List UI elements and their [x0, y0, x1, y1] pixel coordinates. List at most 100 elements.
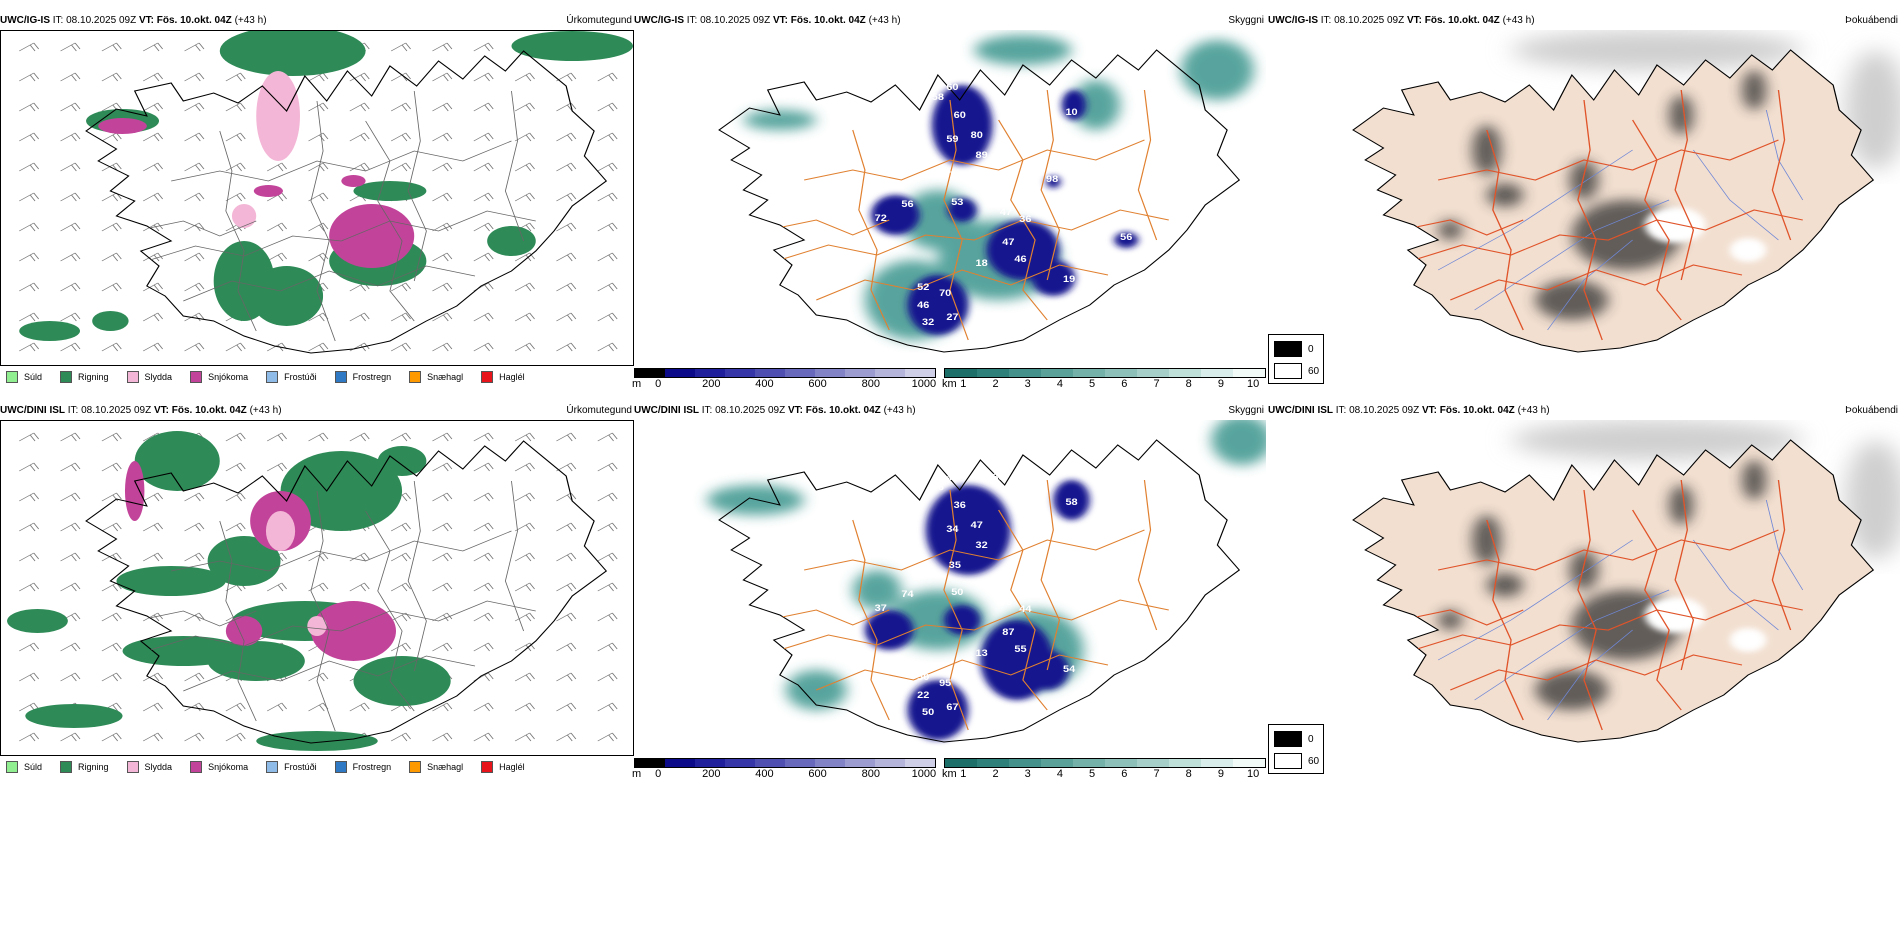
- precip-legend: Súld Rigning Slydda Snjókoma Frostúði Frostre…: [0, 754, 634, 780]
- colorbar-tick: 7: [1153, 768, 1160, 780]
- panel-header: UWC/IG-IS IT: 08.10.2025 09Z VT: Fös. 10…: [634, 12, 1266, 30]
- valid-time: Fös. 10.okt. 04Z: [156, 15, 232, 26]
- coastline: [1352, 439, 1874, 743]
- legend-swatch: [190, 761, 203, 773]
- sea-fog-shading: [1511, 420, 1900, 560]
- low-cloud-area: [864, 480, 1090, 740]
- fog-index-map: [1352, 30, 1900, 353]
- cloud-base-label: 56: [1120, 233, 1133, 243]
- legend-label: Frostúði: [284, 372, 317, 382]
- colorbar-tick: 6: [1121, 768, 1128, 780]
- cloud-base-label: 52: [917, 283, 930, 293]
- fog-index-panel: UWC/DINI ISL IT: 08.10.2025 09Z VT: Fös.…: [1268, 402, 1900, 774]
- visibility_scale-colorbar: km 1 2 3 4 5 6 7 8 9 10: [942, 758, 1266, 782]
- legend-item: Haglél: [481, 371, 525, 383]
- fog-legend-swatch: [1274, 341, 1302, 357]
- colorbar-swatch: [1073, 369, 1105, 377]
- colorbar-swatch: [695, 369, 725, 377]
- init-time-label: IT:: [686, 15, 698, 26]
- colorbar-tick: 1000: [911, 768, 937, 780]
- fog-legend-label: 60: [1308, 755, 1320, 767]
- cloud-base-label: 50: [917, 673, 930, 683]
- colorbar-swatch: [1201, 759, 1233, 767]
- legend-label: Snjókoma: [208, 762, 249, 772]
- init-time-label: IT:: [67, 405, 79, 416]
- colorbar-unit: km: [942, 768, 957, 780]
- glacier-area: [1644, 597, 1767, 652]
- colorbar-unit: km: [942, 378, 957, 390]
- colorbar-swatch: [1009, 759, 1041, 767]
- legend-item: Slydda: [126, 371, 173, 383]
- lead-time: (+43 h): [249, 405, 282, 416]
- init-time: 08.10.2025 09Z: [66, 15, 137, 26]
- road-network: [134, 90, 536, 342]
- lead-time: (+43 h): [868, 15, 901, 26]
- cloud-base-label: 39: [1102, 643, 1115, 653]
- panel-title: Skyggni: [1228, 405, 1264, 416]
- cloud-base-label: 37: [875, 604, 888, 614]
- cloud-base-label: 47: [1000, 208, 1013, 218]
- init-time-label: IT:: [701, 405, 713, 416]
- legend-swatch: [126, 761, 139, 773]
- colorbar-swatch: [1041, 369, 1073, 377]
- legend-swatch: [60, 371, 73, 383]
- colorbar-tick: 0: [655, 378, 662, 390]
- legend-label: Snæhagl: [427, 762, 464, 772]
- colorbar-swatch: [945, 369, 977, 377]
- cloud-base-label: 46: [917, 301, 930, 311]
- init-time: 08.10.2025 09Z: [700, 15, 771, 26]
- cloud-base-label: 66: [1000, 598, 1013, 608]
- sleet-area: [265, 511, 327, 636]
- cloud-base-label: 56: [901, 200, 914, 210]
- valid-time: Fös. 10.okt. 04Z: [790, 15, 866, 26]
- model-name: UWC/DINI ISL: [0, 405, 65, 416]
- legend-label: Súld: [24, 762, 43, 772]
- cloud-base-label: 19: [1063, 275, 1076, 285]
- model-name: UWC/IG-IS: [0, 15, 50, 26]
- cloud-base-label: 67: [946, 703, 959, 713]
- colorbar-unit: m: [632, 768, 642, 780]
- colorbar-tick: 600: [808, 768, 827, 780]
- legend-item: Frostúði: [266, 761, 317, 773]
- cloud_base_scale-colorbar: m 0 200 400 600 800 1000: [632, 758, 937, 782]
- model-name: UWC/DINI ISL: [1268, 405, 1333, 416]
- fog-index-panel: UWC/IG-IS IT: 08.10.2025 09Z VT: Fös. 10…: [1268, 12, 1900, 384]
- legend-swatch: [266, 761, 279, 773]
- fog-legend-item: 0: [1274, 341, 1314, 357]
- colorbar-tick: 200: [702, 768, 721, 780]
- panel-title: Úrkomutegund: [566, 15, 632, 26]
- legend-label: Slydda: [144, 372, 173, 382]
- colorbar-tick: 4: [1056, 378, 1063, 390]
- legend-label: Frostregn: [352, 372, 392, 382]
- fog-legend-swatch: [1274, 753, 1302, 769]
- fog-legend: 0 60: [1268, 334, 1324, 384]
- colorbar-swatch: [755, 369, 785, 377]
- model-name: UWC/DINI ISL: [634, 405, 699, 416]
- colorbar-tick: 5: [1089, 768, 1096, 780]
- cloud-base-label: 33: [993, 473, 1006, 483]
- colorbar-tick: 2: [992, 378, 999, 390]
- legend-swatch: [266, 371, 279, 383]
- cloud-base-label: 98: [1046, 175, 1059, 185]
- fog-legend-item: 60: [1274, 753, 1319, 769]
- legend-label: Snjókoma: [208, 372, 249, 382]
- valid-time-label: VT:: [138, 15, 154, 26]
- colorbar-tick: 0: [655, 768, 662, 780]
- cloud-base-label: 44: [1019, 605, 1032, 615]
- cloud-base-label: 53: [951, 198, 964, 208]
- colorbar-swatch: [815, 759, 845, 767]
- sleet-area: [231, 71, 300, 228]
- fog-legend-item: 60: [1274, 363, 1319, 379]
- colorbar-swatch: [905, 369, 935, 377]
- low-cloud-area: [871, 85, 1139, 335]
- legend-label: Slydda: [144, 762, 173, 772]
- colorbar-swatch: [1137, 369, 1169, 377]
- precip-type-map: [7, 431, 618, 751]
- road-network: [1401, 89, 1803, 341]
- legend-swatch: [6, 371, 18, 383]
- colorbar-swatch: [785, 759, 815, 767]
- colorbar-tick: 9: [1217, 378, 1224, 390]
- valid-time-label: VT:: [153, 405, 169, 416]
- legend-item: Slydda: [126, 761, 173, 773]
